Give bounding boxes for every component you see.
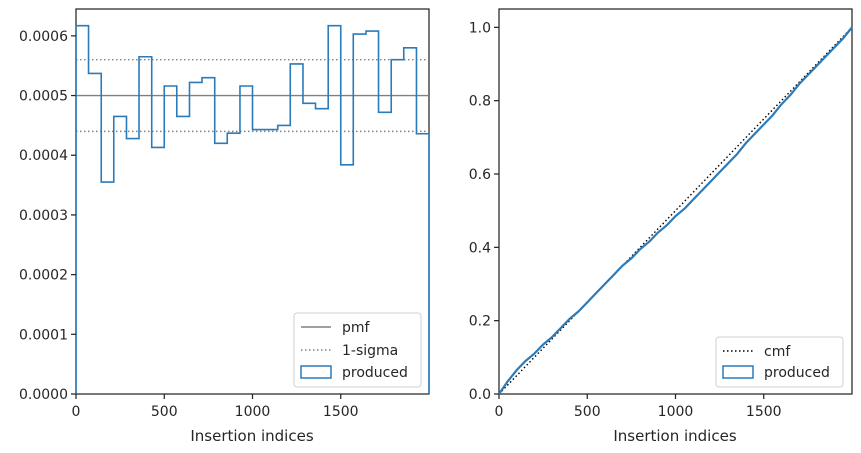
cmf-panel: 0.0 0.2 0.4 0.6 0.8 1.0 0 500 1000 1500 Insertio… (469, 8, 853, 445)
legend-produced-label: produced (342, 365, 408, 381)
left-y-tick-label: 0.0002 (19, 268, 68, 284)
legend-produced-swatch-right (722, 365, 754, 379)
right-y-tick-label: 0.0 (469, 387, 491, 403)
left-x-tick-label: 1000 (235, 404, 271, 420)
left-y-tick-label: 0.0003 (19, 208, 68, 224)
produced-cumulative-line (498, 26, 853, 395)
produced-step-histogram (75, 24, 430, 394)
left-x-tick-label: 1500 (323, 404, 359, 420)
legend-pmf-label: pmf (342, 320, 371, 336)
legend-cmf-label: cmf (764, 344, 791, 360)
cmf-line (498, 26, 853, 395)
left-legend: pmf 1-sigma produced (293, 312, 422, 388)
right-y-tick-label: 0.6 (469, 167, 491, 183)
left-y-tick-label: 0.0005 (19, 89, 68, 105)
right-legend-box (715, 336, 844, 388)
right-y-tick-label: 0.2 (469, 314, 491, 330)
right-y-tick-label: 0.4 (469, 240, 491, 256)
left-y-tick-label: 0.0004 (19, 148, 68, 164)
right-y-tick-label: 1.0 (469, 20, 491, 36)
right-y-tick-label: 0.8 (469, 94, 491, 110)
left-x-axis-label: Insertion indices (190, 427, 313, 445)
left-y-tick-label: 0.0001 (19, 327, 68, 343)
legend-produced-label-right: produced (764, 365, 830, 381)
right-x-tick-label: 1000 (658, 404, 694, 420)
legend-1-sigma-label: 1-sigma (342, 343, 398, 359)
left-y-tick-label: 0.0006 (19, 29, 68, 45)
left-x-tick-label: 500 (151, 404, 178, 420)
legend-produced-swatch (300, 365, 332, 379)
left-legend-box (293, 312, 422, 388)
right-legend: cmf produced (715, 336, 844, 388)
right-x-axis-label: Insertion indices (613, 427, 736, 445)
pmf-panel: 0.0000 0.0001 0.0002 0.0003 0.0004 0.0005 0.00… (19, 8, 430, 445)
right-x-tick-label: 1500 (746, 404, 782, 420)
right-x-tick-label: 500 (574, 404, 601, 420)
left-y-tick-label: 0.0000 (19, 387, 68, 403)
left-x-tick-label: 0 (72, 404, 81, 420)
right-x-tick-label: 0 (495, 404, 504, 420)
